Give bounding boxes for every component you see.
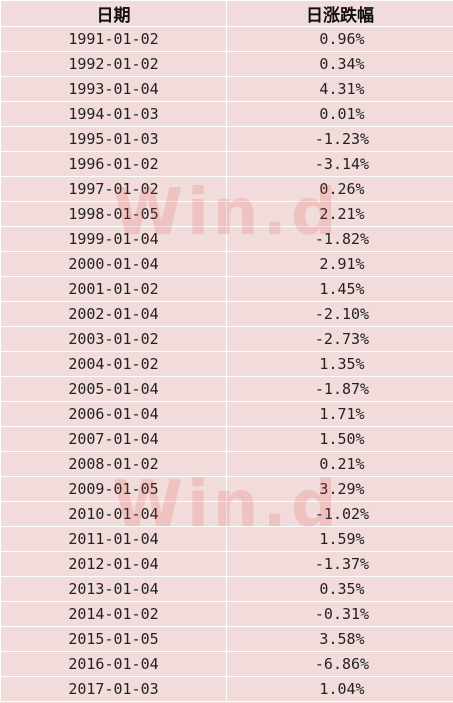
change-cell[interactable]: -1.37% [226, 551, 453, 577]
date-cell[interactable]: 1993-01-04 [0, 76, 227, 102]
change-cell[interactable]: -2.73% [226, 326, 453, 352]
change-cell[interactable]: 1.45% [226, 276, 453, 302]
change-cell[interactable]: 1.50% [226, 426, 453, 452]
table-row: 1993-01-04 4.31% [0, 76, 453, 102]
date-cell[interactable]: 1996-01-02 [0, 151, 227, 177]
table-row: 2000-01-04 2.91% [0, 251, 453, 277]
date-cell[interactable]: 2012-01-04 [0, 551, 227, 577]
change-cell[interactable]: 0.96% [226, 26, 453, 52]
change-cell[interactable]: -1.02% [226, 501, 453, 527]
change-cell[interactable]: 1.04% [226, 676, 453, 702]
table-row: 2005-01-04 -1.87% [0, 376, 453, 402]
change-cell[interactable]: 2.21% [226, 201, 453, 227]
date-cell[interactable]: 2007-01-04 [0, 426, 227, 452]
table-row: 1995-01-03 -1.23% [0, 126, 453, 152]
change-cell[interactable]: 0.34% [226, 51, 453, 77]
table-row: 2012-01-04 -1.37% [0, 551, 453, 577]
change-cell[interactable]: 1.71% [226, 401, 453, 427]
change-cell[interactable]: 3.29% [226, 476, 453, 502]
date-cell[interactable]: 2015-01-05 [0, 626, 227, 652]
table-row: 1996-01-02 -3.14% [0, 151, 453, 177]
change-cell[interactable]: 3.58% [226, 626, 453, 652]
date-cell[interactable]: 2008-01-02 [0, 451, 227, 477]
change-cell[interactable]: -1.87% [226, 376, 453, 402]
date-cell[interactable]: 2001-01-02 [0, 276, 227, 302]
change-cell[interactable]: -1.23% [226, 126, 453, 152]
table-row: 2016-01-04 -6.86% [0, 651, 453, 677]
table-row: 2015-01-05 3.58% [0, 626, 453, 652]
date-cell[interactable]: 2016-01-04 [0, 651, 227, 677]
change-column-header[interactable]: 日涨跌幅 [226, 0, 453, 27]
date-cell[interactable]: 2009-01-05 [0, 476, 227, 502]
date-cell[interactable]: 2002-01-04 [0, 301, 227, 327]
table-row: 2004-01-02 1.35% [0, 351, 453, 377]
change-cell[interactable]: 0.21% [226, 451, 453, 477]
date-cell[interactable]: 2005-01-04 [0, 376, 227, 402]
table-row: 1994-01-03 0.01% [0, 101, 453, 127]
date-column-header[interactable]: 日期 [0, 0, 227, 27]
table-body: 1991-01-02 0.96% 1992-01-02 0.34% 1993-01-04… [0, 26, 453, 702]
change-cell[interactable]: 2.91% [226, 251, 453, 277]
date-cell[interactable]: 2004-01-02 [0, 351, 227, 377]
date-cell[interactable]: 2000-01-04 [0, 251, 227, 277]
table-row: 2009-01-05 3.29% [0, 476, 453, 502]
table-row: 2010-01-04 -1.02% [0, 501, 453, 527]
date-cell[interactable]: 2003-01-02 [0, 326, 227, 352]
table-row: 1999-01-04 -1.82% [0, 226, 453, 252]
table-row: 1998-01-05 2.21% [0, 201, 453, 227]
table-row: 2014-01-02 -0.31% [0, 601, 453, 627]
table-row: 1992-01-02 0.34% [0, 51, 453, 77]
date-cell[interactable]: 1992-01-02 [0, 51, 227, 77]
date-cell[interactable]: 2013-01-04 [0, 576, 227, 602]
table-row: 1997-01-02 0.26% [0, 176, 453, 202]
table-row: 2008-01-02 0.21% [0, 451, 453, 477]
header-row: 日期 日涨跌幅 [0, 0, 453, 27]
date-cell[interactable]: 2014-01-02 [0, 601, 227, 627]
table-row: 2013-01-04 0.35% [0, 576, 453, 602]
date-cell[interactable]: 2006-01-04 [0, 401, 227, 427]
table-row: 2003-01-02 -2.73% [0, 326, 453, 352]
date-cell[interactable]: 1999-01-04 [0, 226, 227, 252]
change-cell[interactable]: -6.86% [226, 651, 453, 677]
change-cell[interactable]: -1.82% [226, 226, 453, 252]
change-cell[interactable]: 0.26% [226, 176, 453, 202]
change-cell[interactable]: 1.35% [226, 351, 453, 377]
change-cell[interactable]: -0.31% [226, 601, 453, 627]
table-row: 2011-01-04 1.59% [0, 526, 453, 552]
change-cell[interactable]: -2.10% [226, 301, 453, 327]
date-cell[interactable]: 2017-01-03 [0, 676, 227, 702]
table-row: 2017-01-03 1.04% [0, 676, 453, 702]
table-row: 2002-01-04 -2.10% [0, 301, 453, 327]
date-cell[interactable]: 1994-01-03 [0, 101, 227, 127]
change-cell[interactable]: 0.01% [226, 101, 453, 127]
date-cell[interactable]: 1995-01-03 [0, 126, 227, 152]
change-cell[interactable]: 1.59% [226, 526, 453, 552]
table-row: 1991-01-02 0.96% [0, 26, 453, 52]
date-cell[interactable]: 1991-01-02 [0, 26, 227, 52]
date-cell[interactable]: 2011-01-04 [0, 526, 227, 552]
date-cell[interactable]: 1998-01-05 [0, 201, 227, 227]
change-cell[interactable]: 0.35% [226, 576, 453, 602]
date-cell[interactable]: 1997-01-02 [0, 176, 227, 202]
change-cell[interactable]: 4.31% [226, 76, 453, 102]
table-row: 2001-01-02 1.45% [0, 276, 453, 302]
table-row: 2007-01-04 1.50% [0, 426, 453, 452]
change-cell[interactable]: -3.14% [226, 151, 453, 177]
table-row: 2006-01-04 1.71% [0, 401, 453, 427]
date-cell[interactable]: 2010-01-04 [0, 501, 227, 527]
